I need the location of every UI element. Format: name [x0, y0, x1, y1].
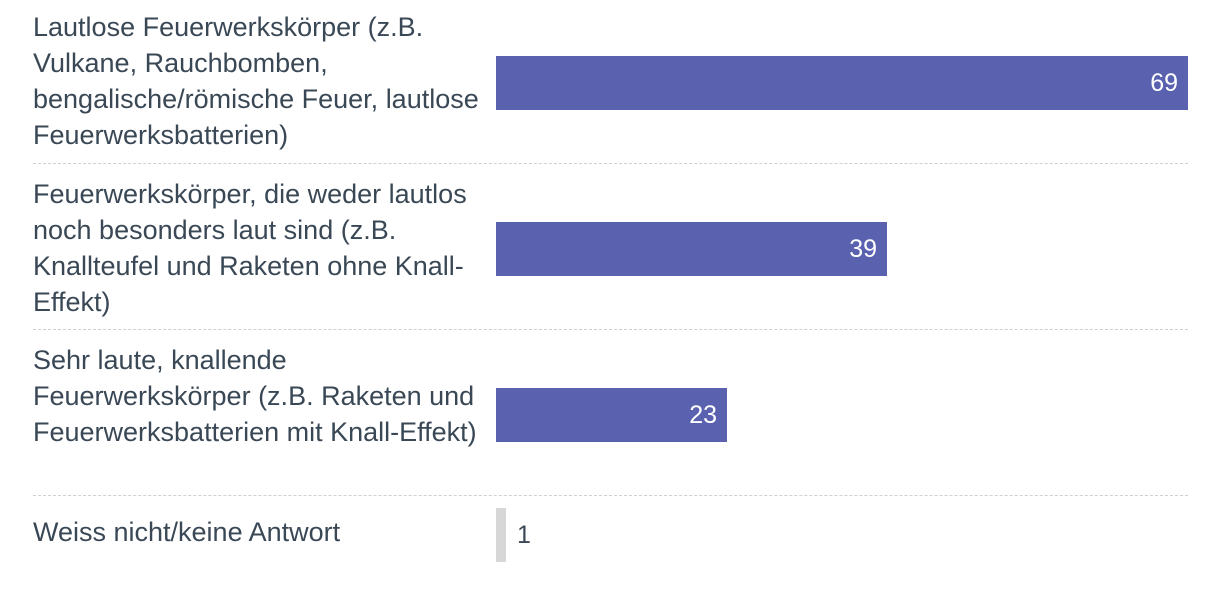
- bar: [496, 388, 727, 442]
- bar-track: 39: [496, 222, 1188, 276]
- bar-row: Lautlose Feuerwerkskörper (z.B. Vulkane,…: [0, 9, 1220, 157]
- bar-track: 1: [496, 508, 1188, 562]
- bar-row: Sehr laute, knallende Feuerwerkskörper (…: [0, 342, 1220, 490]
- bar-value-label: 39: [849, 235, 877, 263]
- bar-track: 23: [496, 388, 1188, 442]
- bar-value-label: 1: [517, 521, 531, 549]
- bar: [496, 222, 887, 276]
- bar-track: 69: [496, 56, 1188, 110]
- category-label: Sehr laute, knallende Feuerwerkskörper (…: [33, 345, 477, 447]
- row-divider: [33, 163, 1188, 164]
- bar: [496, 508, 506, 562]
- category-label: Weiss nicht/keine Antwort: [33, 517, 341, 547]
- category-label: Feuerwerkskörper, die weder lautlos noch…: [33, 179, 467, 317]
- category-label: Lautlose Feuerwerkskörper (z.B. Vulkane,…: [33, 12, 479, 150]
- bar: [496, 56, 1188, 110]
- row-divider: [33, 495, 1188, 496]
- bar-row: Feuerwerkskörper, die weder lautlos noch…: [0, 176, 1220, 324]
- bar-row: Weiss nicht/keine Antwort 1: [0, 508, 1220, 578]
- bar-value-label: 69: [1150, 69, 1178, 97]
- row-divider: [33, 329, 1188, 330]
- bar-value-label: 23: [689, 401, 717, 429]
